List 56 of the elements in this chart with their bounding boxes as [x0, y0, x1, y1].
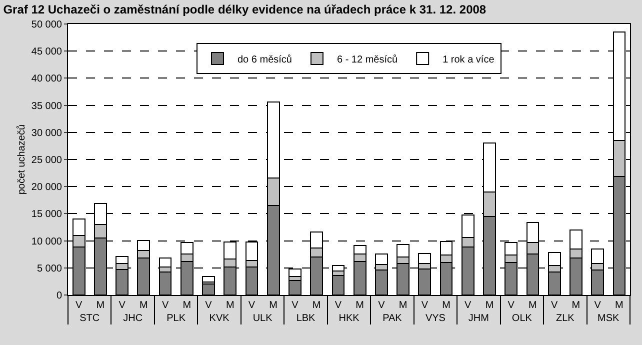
x-tick-label: V [75, 300, 82, 311]
text: LBK [296, 313, 316, 324]
x-tick-label: V [334, 300, 342, 311]
x-tick-label: V [551, 300, 558, 311]
x-tick-label: M [485, 300, 494, 311]
text: STC [80, 313, 100, 324]
y-tick-label: 40 000 [31, 74, 62, 85]
x-tick-label: V [464, 300, 472, 311]
text: VYS [425, 313, 446, 324]
text: MSK [598, 313, 620, 324]
y-tick-label: 45 000 [31, 46, 62, 58]
x-tick-label: M [182, 300, 192, 311]
y-tick-label: 30 000 [31, 128, 62, 139]
y-tick-label: 25 000 [31, 155, 62, 166]
x-tick-label: V [248, 300, 256, 311]
legend-label: 6 - 12 měsíců [336, 53, 398, 66]
x-tick-label: V [162, 300, 169, 311]
y-tick-label: 35 000 [31, 100, 62, 112]
x-tick-label: M [528, 300, 537, 311]
x-tick-label: V [378, 300, 386, 311]
text: JHM [468, 313, 489, 324]
x-tick-label: M [356, 300, 364, 311]
y-tick-label: 5 000 [36, 263, 62, 274]
text: ULK [252, 313, 273, 324]
legend-label: do 6 měsíců [238, 53, 292, 66]
y-tick-label: 0 [56, 290, 62, 302]
x-tick-label: M [398, 300, 408, 311]
x-tick-label: M [226, 300, 234, 311]
text: JHC [123, 313, 143, 324]
y-tick-label: 10 000 [31, 236, 62, 248]
text: HKK [338, 313, 360, 324]
text: ZLK [556, 313, 575, 324]
y-axis-title: počet uchazečů [15, 124, 28, 195]
x-tick-label: M [96, 300, 105, 311]
x-tick-label: V [508, 300, 515, 311]
text: KVK [209, 313, 230, 324]
text: PLK [166, 313, 186, 324]
legend-label: 1 rok a více [442, 54, 495, 66]
y-tick-label: 20 000 [31, 182, 62, 194]
x-tick-label: V [118, 300, 126, 311]
x-tick-label: M [615, 300, 624, 311]
x-tick-label: V [421, 300, 428, 311]
x-tick-label: M [269, 300, 278, 311]
x-tick-label: M [139, 300, 148, 311]
x-tick-label: M [312, 300, 321, 311]
x-tick-label: M [572, 300, 580, 311]
text: PAK [382, 313, 402, 324]
bar [202, 276, 215, 282]
x-tick-label: M [442, 300, 450, 311]
text: OLK [512, 313, 532, 324]
x-tick-label: V [292, 300, 299, 311]
chart-title: Graf 12 Uchazeči o zaměstnání podle délky evidence na úřadech práce k 31. 12. 2008 [3, 2, 486, 17]
x-tick-label: V [594, 300, 602, 311]
x-tick-label: V [205, 300, 212, 311]
y-tick-label: 15 000 [31, 209, 62, 220]
y-tick-label: 50 000 [31, 20, 62, 30]
